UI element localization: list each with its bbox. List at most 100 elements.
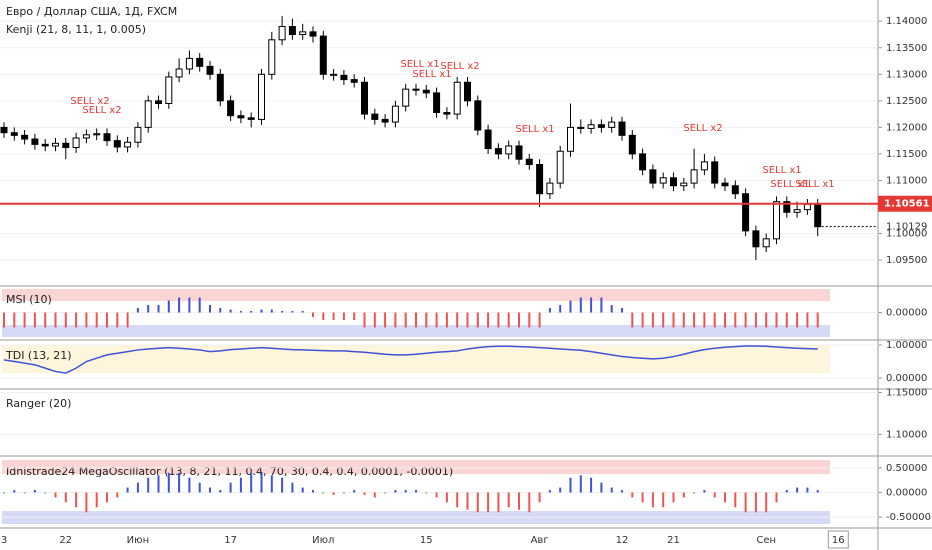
histogram-bar <box>270 309 273 313</box>
candle-body <box>391 105 399 123</box>
histogram-bar <box>662 492 665 508</box>
histogram-bar <box>765 492 768 513</box>
histogram-bar <box>785 490 788 493</box>
histogram-bar <box>816 312 819 328</box>
histogram-bar <box>229 309 232 313</box>
candle-body <box>433 92 441 114</box>
histogram-bar <box>610 487 613 493</box>
histogram-bar <box>75 312 78 328</box>
histogram-bar <box>33 312 36 328</box>
x-tick-label: 16 <box>832 535 845 546</box>
histogram-bar <box>363 312 366 328</box>
histogram-bar <box>157 305 160 313</box>
histogram-bar <box>260 472 263 493</box>
y-tick-label: 1.12500 <box>886 96 927 107</box>
candle-body <box>278 26 286 41</box>
histogram-bar <box>662 312 665 328</box>
y-tick-label: 1.09500 <box>886 255 927 266</box>
histogram-bar <box>147 477 150 493</box>
candle-body <box>649 169 657 184</box>
candle-body <box>443 112 451 115</box>
histogram-bar <box>178 472 181 493</box>
histogram-bar <box>281 477 284 493</box>
candle-body <box>762 238 770 248</box>
histogram-bar <box>281 311 284 313</box>
histogram-bar <box>682 492 685 498</box>
x-tick-label: 15 <box>420 535 433 546</box>
histogram-bar <box>209 487 211 493</box>
histogram-bar <box>672 312 675 328</box>
histogram-bar <box>559 305 562 313</box>
histogram-bar <box>590 477 593 493</box>
candle-body <box>577 126 585 129</box>
histogram-bar <box>44 312 47 328</box>
candle-body <box>803 203 811 211</box>
histogram-bar <box>476 492 479 513</box>
histogram-bar <box>713 492 716 498</box>
y-tick-label: 1.10000 <box>886 229 927 240</box>
histogram-bar <box>528 312 531 328</box>
histogram-bar <box>497 312 500 328</box>
histogram-bar <box>425 312 428 328</box>
histogram-bar <box>476 312 479 328</box>
histogram-bar <box>95 312 98 328</box>
histogram-bar <box>54 492 57 498</box>
candle-body <box>185 57 193 70</box>
histogram-bar <box>95 492 98 508</box>
histogram-bar <box>54 312 57 328</box>
candle-body <box>134 126 142 143</box>
histogram-bar <box>538 492 541 503</box>
histogram-bar <box>260 309 263 313</box>
pane-title: MSI (10) <box>6 293 52 306</box>
histogram-bar <box>435 492 438 498</box>
candle-body <box>618 121 626 136</box>
histogram-bar <box>394 490 397 493</box>
histogram-bar <box>703 490 706 493</box>
candle-body <box>505 145 513 155</box>
histogram-bar <box>456 492 459 508</box>
y-tick-label: 1.11000 <box>886 175 927 186</box>
candle-body <box>206 65 214 75</box>
y-tick-label: 1.11500 <box>886 149 927 160</box>
y-tick-label: 0.00000 <box>886 373 927 384</box>
candle-body <box>546 182 554 195</box>
signal-label: SELL x1 <box>515 124 554 135</box>
candle-body <box>52 142 59 147</box>
histogram-bar <box>600 482 603 493</box>
signal-label: SELL x1 <box>795 179 834 190</box>
histogram-bar <box>322 492 325 494</box>
histogram-bar <box>301 311 304 313</box>
candle-body <box>309 31 317 37</box>
candle-body <box>484 129 492 150</box>
y-tick-label: 0.00000 <box>886 308 927 319</box>
histogram-bar <box>806 312 809 328</box>
histogram-bar <box>188 297 191 313</box>
histogram-bar <box>64 312 67 328</box>
candle-body <box>402 88 410 107</box>
histogram-bar <box>569 300 572 313</box>
histogram-bar <box>147 305 150 313</box>
histogram-bar <box>64 492 67 503</box>
candle-body <box>258 73 265 120</box>
oversold-band <box>2 325 830 337</box>
candle-body <box>670 177 677 187</box>
candle-body <box>381 118 389 123</box>
histogram-bar <box>775 312 778 328</box>
histogram-bar <box>126 487 129 493</box>
histogram-bar <box>198 482 201 493</box>
last-price-label: 1.10129 <box>886 222 927 233</box>
histogram-bar <box>404 490 407 493</box>
histogram-bar <box>744 312 747 328</box>
histogram-bar <box>136 482 139 493</box>
candle-body <box>41 143 49 147</box>
candle-body <box>731 185 739 195</box>
candle-body <box>237 115 245 119</box>
histogram-bar <box>806 487 809 493</box>
signal-label: SELL x1 <box>770 179 809 190</box>
signal-label: SELL x2 <box>683 123 722 134</box>
histogram-bar <box>621 308 623 313</box>
histogram-bar <box>754 312 757 328</box>
y-tick-label: 1.14000 <box>886 16 927 27</box>
price-label-box <box>878 195 932 212</box>
histogram-bar <box>693 312 696 328</box>
